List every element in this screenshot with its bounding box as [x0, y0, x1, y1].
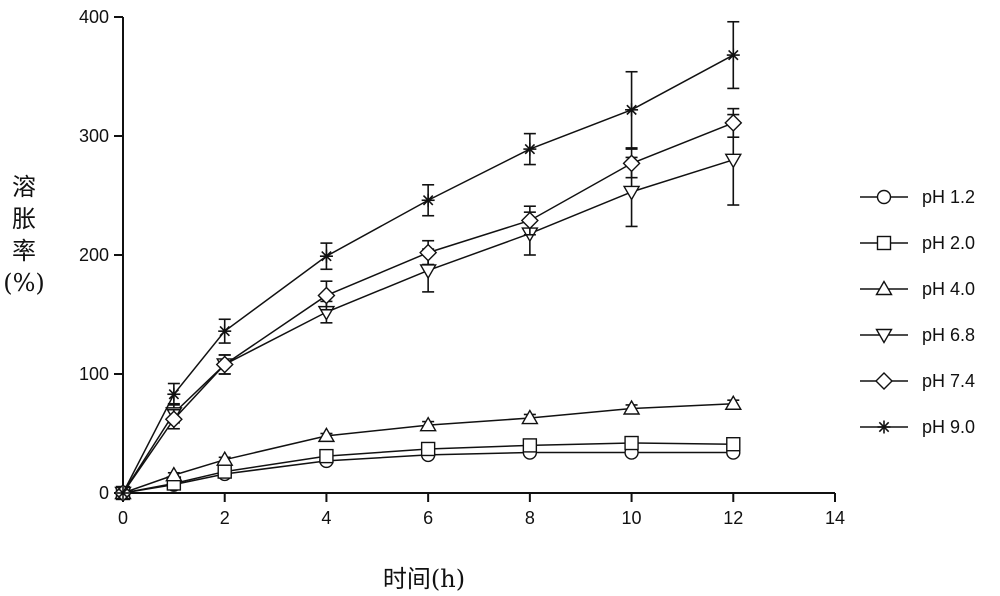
y-ticks: 0 100 200 300 400	[79, 7, 123, 503]
data-point	[624, 435, 639, 451]
data-point	[625, 103, 639, 117]
legend-label: pH 9.0	[922, 417, 975, 437]
legend-marker	[875, 372, 893, 390]
data-point	[167, 387, 181, 401]
legend-item-ph-9_0: pH 9.0	[860, 417, 975, 437]
data-point	[420, 441, 436, 457]
legend-marker	[875, 328, 893, 344]
series-ph-9_0	[116, 20, 740, 500]
series-ph-2_0	[115, 435, 741, 501]
data-point	[520, 211, 539, 230]
data-point	[622, 154, 641, 173]
legend-marker	[875, 280, 893, 296]
y-axis-title-line-3: 率	[12, 237, 36, 265]
series-line	[122, 122, 734, 494]
data-point	[317, 286, 336, 305]
legend-item-ph-7_4: pH 7.4	[860, 371, 975, 391]
data-point	[218, 324, 232, 338]
x-axis-title: 时间(h)	[383, 565, 465, 593]
x-tick-label: 8	[525, 508, 535, 528]
data-point	[419, 416, 437, 432]
legend-label: pH 2.0	[922, 233, 975, 253]
data-point	[164, 410, 183, 429]
y-tick-label: 400	[79, 7, 109, 27]
series-line	[122, 54, 734, 494]
legend-label: pH 6.8	[922, 325, 975, 345]
legend-item-ph-4_0: pH 4.0	[860, 279, 975, 299]
data-point	[622, 399, 641, 415]
data-point	[522, 438, 538, 453]
data-point	[726, 437, 741, 452]
y-axis-title: 溶 胀 率 (%)	[3, 173, 45, 297]
series-line	[122, 403, 734, 494]
legend-item-ph-6_8: pH 6.8	[860, 325, 975, 345]
series-line	[122, 442, 734, 494]
y-axis-title-line-2: 胀	[12, 205, 36, 233]
y-axis-title-line-1: 溶	[12, 173, 36, 201]
legend-label: pH 7.4	[922, 371, 975, 391]
data-point	[724, 113, 743, 132]
y-tick-label: 0	[99, 483, 109, 503]
legend-marker	[876, 235, 892, 251]
x-tick-label: 4	[321, 508, 331, 528]
y-axis-title-line-4: (%)	[3, 269, 45, 297]
series-layer	[114, 20, 743, 502]
x-tick-label: 0	[118, 508, 128, 528]
y-tick-label: 300	[79, 126, 109, 146]
legend-label: pH 1.2	[922, 187, 975, 207]
legend: pH 1.2 pH 2.0 pH 4.0 pH 6.8 pH 7.4 pH 9.0	[860, 187, 975, 437]
data-point	[622, 185, 641, 201]
x-tick-label: 2	[220, 508, 230, 528]
data-point	[523, 142, 537, 156]
legend-label: pH 4.0	[922, 279, 975, 299]
y-tick-label: 200	[79, 245, 109, 265]
data-point	[319, 249, 333, 263]
data-point	[217, 464, 232, 479]
y-tick-label: 100	[79, 364, 109, 384]
x-tick-label: 6	[423, 508, 433, 528]
data-point	[521, 409, 539, 425]
data-point	[319, 448, 334, 464]
legend-item-ph-1_2: pH 1.2	[860, 187, 975, 207]
legend-item-ph-2_0: pH 2.0	[860, 233, 975, 253]
x-tick-label: 10	[622, 508, 642, 528]
data-point	[726, 48, 740, 62]
data-point	[215, 355, 234, 374]
x-tick-label: 12	[723, 508, 743, 528]
x-ticks: 0 2 4 6 8 10 12 14	[118, 493, 845, 528]
data-point	[724, 394, 742, 410]
data-point	[421, 193, 435, 207]
legend-marker	[877, 420, 891, 434]
x-tick-label: 14	[825, 508, 845, 528]
data-point	[419, 243, 438, 262]
data-point	[216, 450, 234, 466]
legend-marker	[876, 189, 892, 205]
data-point	[724, 153, 742, 169]
data-point	[116, 486, 130, 500]
series-line	[122, 451, 734, 494]
data-point	[419, 264, 437, 280]
data-point	[165, 466, 183, 482]
series-line	[122, 159, 734, 494]
data-point	[317, 426, 336, 443]
